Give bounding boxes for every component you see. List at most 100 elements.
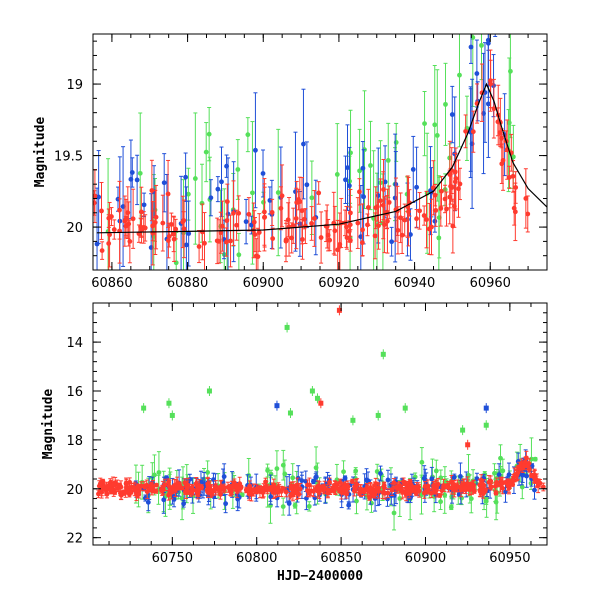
data-point: [374, 204, 380, 210]
data-point: [106, 241, 112, 246]
data-point: [270, 236, 276, 241]
data-point: [99, 486, 105, 492]
data-point: [325, 232, 331, 238]
data-point: [283, 489, 289, 495]
data-point: [348, 150, 353, 156]
data-point: [416, 488, 422, 494]
data-point: [393, 140, 399, 145]
data-point: [245, 132, 251, 138]
data-point: [488, 81, 494, 87]
data-point: [161, 497, 167, 503]
data-point: [149, 188, 155, 193]
outlier-point: [166, 400, 172, 406]
data-point: [372, 233, 378, 239]
data-point: [311, 488, 316, 494]
top-panel: 60860 60880 60900 60920 60940 60960 19 19.5 20 M…: [33, 33, 548, 291]
data-point: [492, 470, 497, 476]
data-point: [206, 131, 212, 137]
data-point: [499, 135, 504, 141]
bottom-series-red: [96, 450, 546, 502]
data-point: [380, 202, 386, 208]
data-point: [422, 121, 427, 127]
top-model-layer: [96, 82, 547, 234]
data-point: [166, 483, 172, 489]
data-point: [251, 219, 257, 225]
data-point: [290, 475, 296, 481]
bottom-y-tick-label: 18: [66, 434, 83, 449]
data-point: [205, 481, 211, 487]
data-point: [208, 195, 214, 201]
data-point: [421, 476, 427, 481]
data-point: [126, 221, 132, 227]
data-point: [161, 180, 167, 186]
data-point: [327, 479, 332, 485]
data-point: [453, 176, 459, 181]
data-point: [468, 496, 474, 502]
data-point: [523, 455, 529, 461]
bottom-x-axis-label: HJD−2400000: [277, 569, 363, 584]
top-x-tick-label: 60900: [243, 276, 284, 291]
data-point: [288, 493, 293, 499]
outlier-point: [309, 388, 315, 394]
data-point: [493, 499, 499, 505]
data-point: [365, 222, 370, 228]
model-curve: [96, 82, 547, 234]
data-point: [159, 487, 165, 493]
data-point: [192, 176, 198, 181]
data-point: [357, 168, 362, 174]
data-point: [485, 101, 491, 107]
outlier-point: [483, 405, 489, 411]
data-point: [181, 501, 186, 507]
data-point: [468, 44, 474, 50]
data-point: [332, 228, 338, 234]
data-point: [414, 485, 419, 490]
data-point: [376, 223, 381, 229]
data-point: [443, 101, 448, 107]
data-point: [357, 189, 362, 195]
data-point: [510, 173, 516, 179]
data-point: [493, 490, 499, 496]
data-point: [511, 205, 517, 211]
top-x-tick-label: 60940: [394, 276, 435, 291]
data-point: [434, 133, 440, 138]
top-y-axis-label: Magnitude: [33, 117, 48, 188]
data-point: [398, 215, 404, 221]
data-point: [106, 483, 112, 489]
data-point: [441, 483, 446, 488]
data-point: [429, 476, 435, 482]
top-x-tick-label: 60920: [318, 276, 359, 291]
data-point: [309, 195, 315, 201]
data-point: [136, 491, 142, 497]
data-point: [111, 227, 117, 232]
data-point: [183, 242, 189, 248]
outlier-point: [380, 351, 386, 357]
top-x-tick-label: 60960: [470, 276, 511, 291]
data-point: [219, 179, 224, 185]
data-point: [130, 216, 136, 222]
outlier-point: [314, 395, 320, 401]
data-point: [267, 486, 273, 492]
bottom-x-tick-label: 60900: [405, 551, 446, 566]
data-point: [99, 208, 104, 214]
bottom-x-tick-label: 60950: [489, 551, 530, 566]
data-point: [385, 158, 391, 163]
data-point: [243, 219, 249, 225]
data-point: [436, 235, 442, 241]
data-point: [444, 206, 449, 212]
data-point: [532, 456, 538, 462]
data-point: [135, 484, 141, 490]
data-point: [278, 205, 284, 211]
data-point: [301, 141, 306, 147]
data-point: [346, 228, 352, 234]
data-point: [457, 72, 462, 78]
data-point: [269, 210, 275, 215]
data-point: [228, 238, 233, 244]
data-point: [361, 194, 367, 200]
data-point: [406, 209, 411, 215]
data-point: [433, 207, 439, 213]
data-point: [500, 468, 506, 474]
data-point: [432, 122, 438, 128]
data-point: [341, 484, 347, 490]
data-point: [397, 496, 403, 501]
